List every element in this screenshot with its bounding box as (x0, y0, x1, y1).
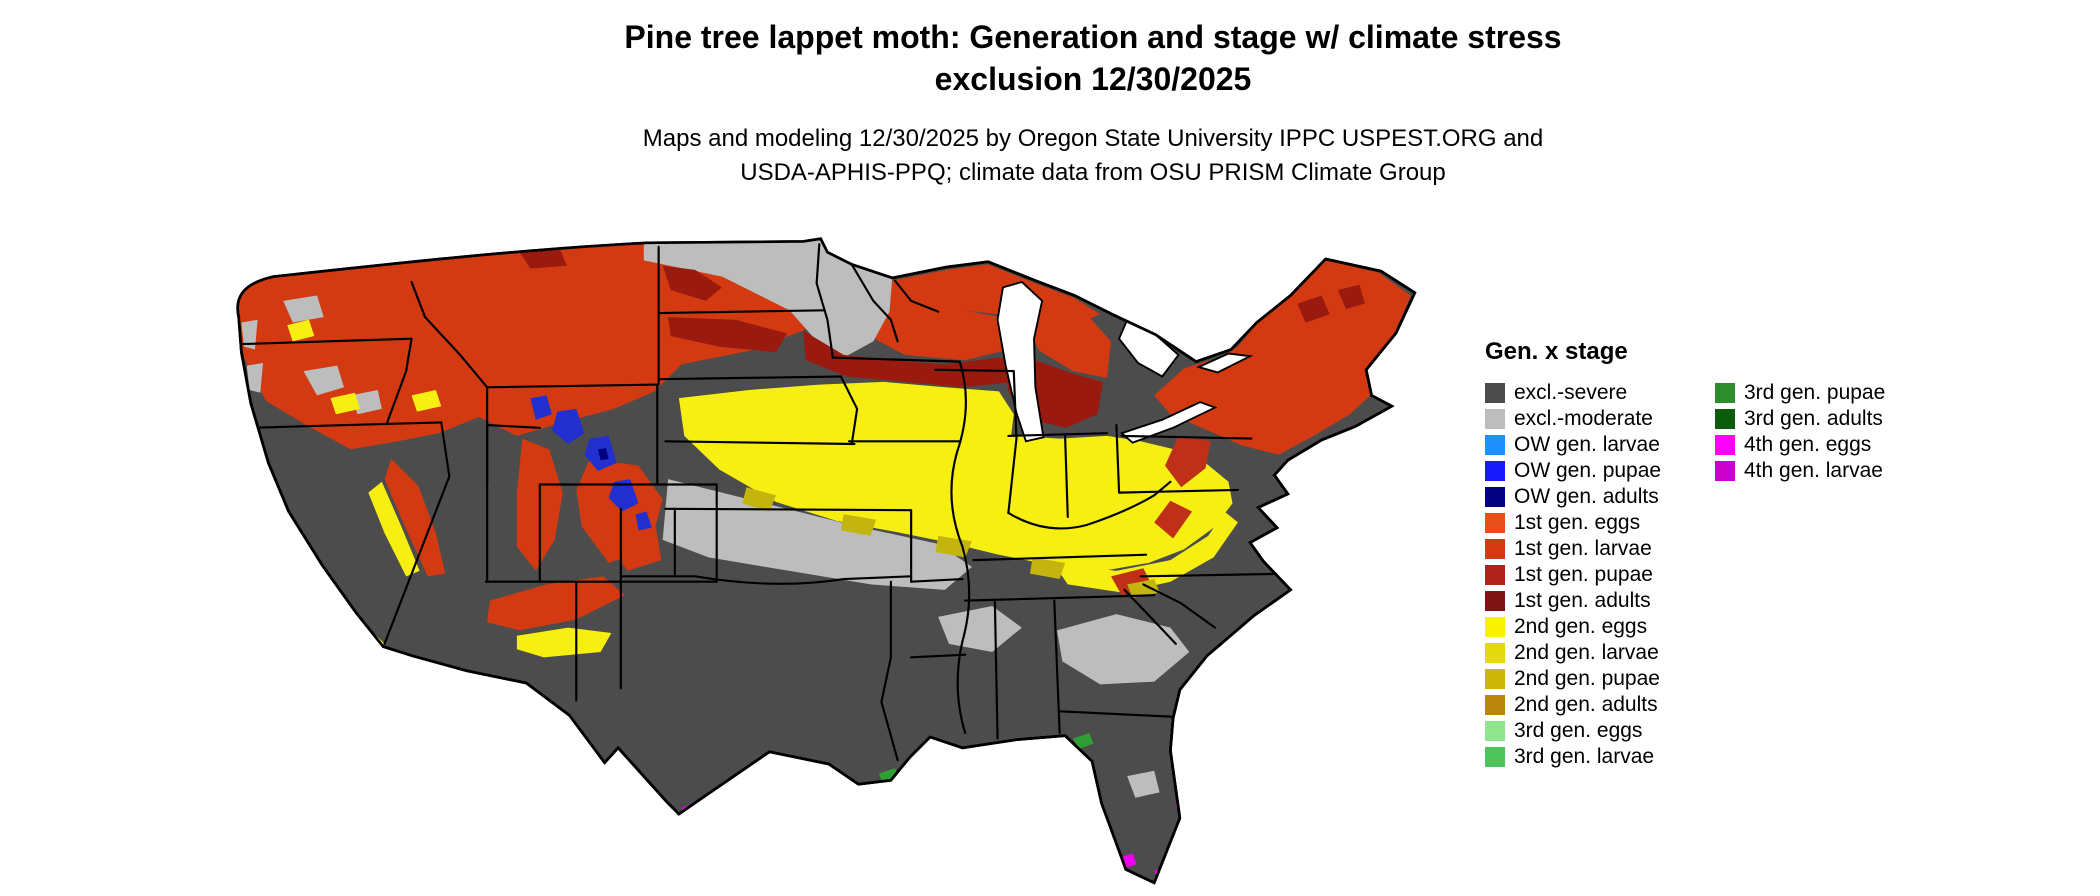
legend-label: excl.-moderate (1514, 407, 1653, 430)
us-map (209, 236, 1431, 891)
legend-item: 3rd gen. larvae (1485, 744, 1703, 770)
legend-item: 1st gen. larvae (1485, 536, 1703, 562)
legend-swatch (1715, 461, 1735, 481)
legend-item: 2nd gen. adults (1485, 692, 1703, 718)
legend-swatch (1485, 461, 1505, 481)
legend-swatch (1485, 539, 1505, 559)
figure-header: Pine tree lappet moth: Generation and st… (293, 16, 1893, 190)
lake-michigan (996, 280, 1045, 443)
legend-item: OW gen. larvae (1485, 432, 1703, 458)
figure-title-line2: exclusion 12/30/2025 (934, 61, 1252, 98)
legend-swatch (1485, 565, 1505, 585)
legend-title: Gen. x stage (1485, 338, 1628, 365)
us-outline-stroke (236, 237, 1417, 885)
legend-swatch (1485, 487, 1505, 507)
legend-label: 2nd gen. eggs (1514, 615, 1648, 638)
map-layer-ow-adults-navy (597, 448, 609, 461)
legend-label: 3rd gen. eggs (1514, 719, 1643, 742)
legend-item: excl.-moderate (1485, 406, 1703, 432)
legend-swatch (1485, 383, 1505, 403)
legend-label: 4th gen. eggs (1744, 433, 1872, 456)
legend-label: 2nd gen. adults (1514, 693, 1658, 716)
figure-title-line1: Pine tree lappet moth: Generation and st… (624, 19, 1562, 55)
us-map-svg (236, 237, 1417, 885)
legend-label: 3rd gen. pupae (1744, 381, 1886, 404)
legend-swatch (1485, 695, 1505, 715)
legend-swatch (1485, 643, 1505, 663)
legend-label: 2nd gen. pupae (1514, 667, 1660, 690)
legend-item: OW gen. adults (1485, 484, 1703, 510)
legend-label: 2nd gen. larvae (1514, 641, 1659, 664)
figure-subtitle-line2: USDA-APHIS-PPQ; climate data from OSU PR… (740, 159, 1446, 187)
lake-erie (1119, 401, 1218, 444)
legend-item: OW gen. pupae (1485, 458, 1703, 484)
legend-label: 3rd gen. adults (1744, 407, 1883, 430)
legend-swatch (1485, 591, 1505, 611)
map-layer-second-gen-yellow (287, 319, 1238, 825)
legend-item: 1st gen. adults (1485, 588, 1703, 614)
legend-swatch (1485, 721, 1505, 741)
legend-swatch (1715, 435, 1735, 455)
legend-label: 1st gen. larvae (1514, 537, 1652, 560)
legend-item: 2nd gen. eggs (1485, 614, 1703, 640)
legend-label: 3rd gen. larvae (1514, 745, 1655, 768)
legend-item: 1st gen. eggs (1485, 510, 1703, 536)
legend-label: 1st gen. pupae (1514, 563, 1653, 586)
legend-label: 4th gen. larvae (1744, 459, 1883, 482)
legend: Gen. x stage excl.-severe excl.-moderate O… (1485, 338, 1885, 770)
figure-subtitle: Maps and modeling 12/30/2025 by Oregon S… (293, 122, 1893, 189)
legend-item: 3rd gen. pupae (1715, 380, 1885, 406)
legend-column-2: 3rd gen. pupae 3rd gen. adults 4th gen. eg… (1715, 380, 1885, 770)
legend-swatch (1485, 513, 1505, 533)
legend-swatch (1485, 617, 1505, 637)
legend-swatch (1485, 409, 1505, 429)
legend-label: excl.-severe (1514, 381, 1628, 404)
legend-label: OW gen. larvae (1514, 433, 1660, 456)
legend-item: 2nd gen. larvae (1485, 640, 1703, 666)
great-lakes (996, 280, 1254, 444)
legend-item: 2nd gen. pupae (1485, 666, 1703, 692)
legend-item: 3rd gen. eggs (1485, 718, 1703, 744)
legend-label: OW gen. pupae (1514, 459, 1662, 482)
lake-ontario (1196, 352, 1254, 374)
legend-swatch (1485, 747, 1505, 767)
map-layer-excl-moderate (241, 238, 1190, 798)
map-layer-appalachian-red (1110, 435, 1211, 596)
legend-swatch (1485, 435, 1505, 455)
legend-label: 1st gen. adults (1514, 589, 1651, 612)
legend-columns: excl.-severe excl.-moderate OW gen. larvae… (1485, 380, 1885, 770)
legend-item: excl.-severe (1485, 380, 1703, 406)
legend-item: 3rd gen. adults (1715, 406, 1885, 432)
legend-column-1: excl.-severe excl.-moderate OW gen. larvae… (1485, 380, 1703, 770)
legend-swatch (1715, 409, 1735, 429)
legend-item: 1st gen. pupae (1485, 562, 1703, 588)
map-layer-first-gen-darkred (519, 249, 1365, 428)
legend-item: 4th gen. eggs (1715, 432, 1885, 458)
figure-subtitle-line1: Maps and modeling 12/30/2025 by Oregon S… (642, 125, 1544, 153)
map-layer-second-gen-olive (742, 487, 1160, 598)
state-boundaries (240, 243, 1294, 762)
legend-label: 1st gen. eggs (1514, 511, 1641, 534)
legend-swatch (1715, 383, 1735, 403)
legend-swatch (1485, 669, 1505, 689)
legend-label: OW gen. adults (1514, 485, 1659, 508)
legend-item: 4th gen. larvae (1715, 458, 1885, 484)
